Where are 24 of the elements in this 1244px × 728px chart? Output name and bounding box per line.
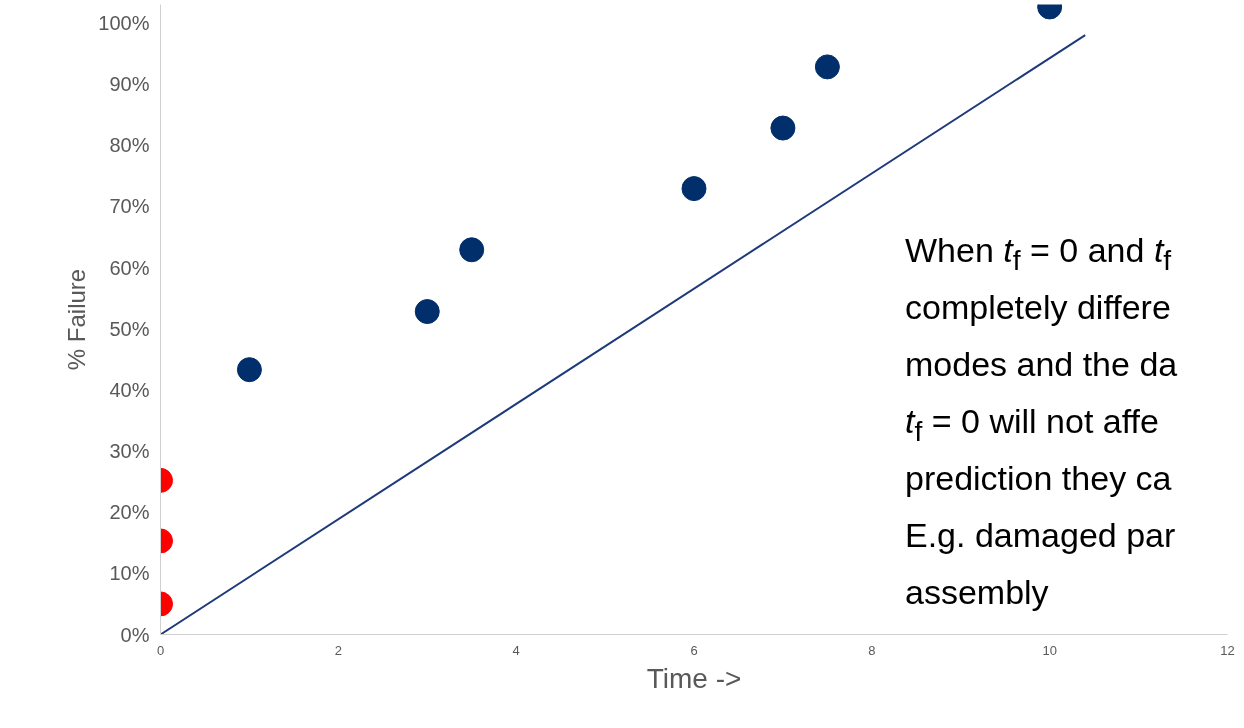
x-tick-label: 12 bbox=[1220, 642, 1235, 658]
y-tick-label: 70% bbox=[109, 195, 150, 218]
point bbox=[681, 176, 707, 202]
x-tick-label: 6 bbox=[690, 642, 698, 658]
y-tick-label: 90% bbox=[109, 73, 150, 96]
y-tick-label: 30% bbox=[109, 440, 150, 462]
y-tick-label: 80% bbox=[109, 134, 150, 157]
y-tick-label: 50% bbox=[109, 317, 150, 340]
x-tick-label: 0 bbox=[156, 642, 165, 658]
x-tick-label: 8 bbox=[868, 642, 876, 658]
y-tick-label: 0% bbox=[120, 623, 150, 646]
y-tick-label: 10% bbox=[109, 562, 150, 585]
y-tick-label: 60% bbox=[109, 256, 150, 279]
y-tick-label: 40% bbox=[109, 378, 150, 401]
y-axis-title: % Failure bbox=[63, 268, 91, 371]
point bbox=[814, 54, 840, 80]
x-tick-label: 4 bbox=[512, 642, 520, 658]
y-tick-label: 100% bbox=[98, 11, 150, 34]
x-tick-label: 2 bbox=[334, 642, 342, 658]
point bbox=[770, 115, 796, 141]
y-tick-label: 20% bbox=[109, 501, 150, 524]
text: When t$_{f}$ = 0 and t$_{f}$ completely differe modes and the da t$_{f}$ = 0 will not affe prediction they ca E.g. damaged par assembly bbox=[905, 231, 1178, 611]
x-tick-label: 10 bbox=[1042, 642, 1057, 658]
x-axis-title: Time -> bbox=[646, 662, 742, 694]
